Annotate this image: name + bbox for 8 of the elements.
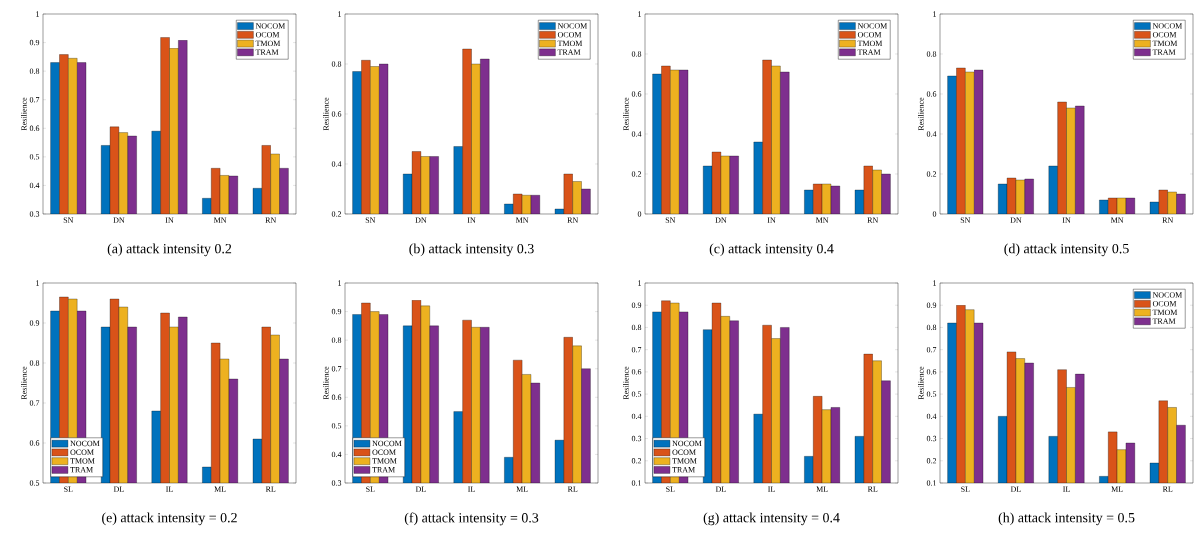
text: (h) attack intensity = 0.5 — [998, 512, 1135, 526]
text: (a) attack intensity 0.2 — [107, 243, 232, 257]
text: (d) attack intensity 0.5 — [1004, 243, 1129, 257]
text: (c) attack intensity 0.4 — [709, 243, 834, 257]
text: (b) attack intensity 0.3 — [409, 243, 534, 257]
text: (e) attack intensity = 0.2 — [102, 512, 237, 526]
text: (g) attack intensity = 0.4 — [703, 512, 840, 526]
text: (f) attack intensity = 0.3 — [404, 512, 539, 526]
